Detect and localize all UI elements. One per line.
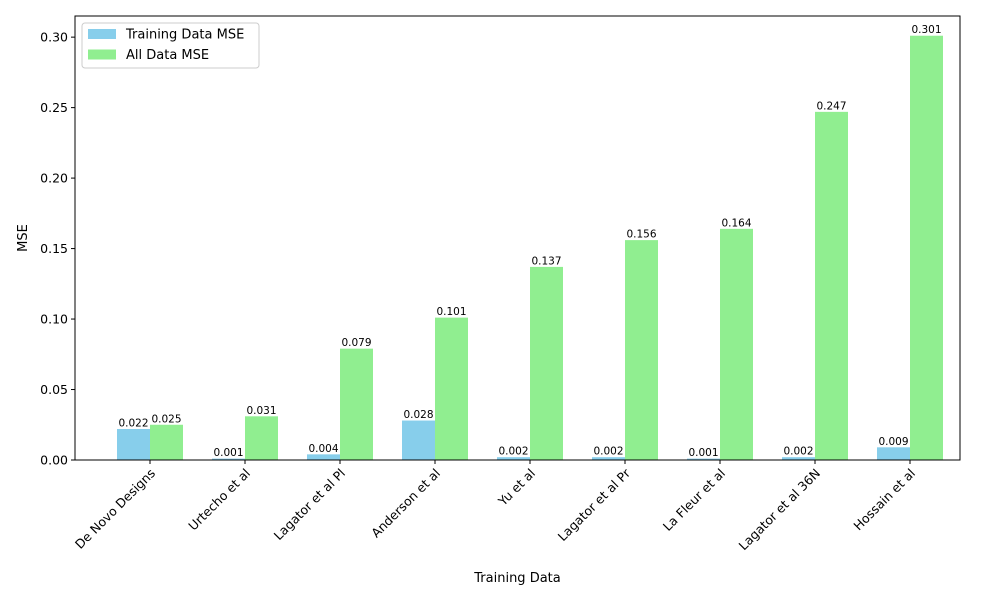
bar-training-7 bbox=[782, 457, 815, 460]
data-label-all-7: 0.247 bbox=[816, 100, 846, 112]
bar-training-0 bbox=[117, 428, 150, 460]
x-axis-title: Training Data bbox=[473, 571, 560, 586]
bar-training-8 bbox=[877, 447, 910, 460]
bar-all-5 bbox=[625, 240, 658, 460]
x-tick-label-3: Anderson et al bbox=[368, 466, 443, 541]
x-tick-label-8: Hossain et al bbox=[850, 466, 918, 534]
data-label-training-0: 0.022 bbox=[118, 417, 148, 429]
bar-training-6 bbox=[687, 458, 720, 460]
data-label-training-3: 0.028 bbox=[403, 409, 433, 421]
x-axis: De Novo Designs Urtecho et al Lagator et a… bbox=[72, 460, 918, 553]
y-tick-label-3: 0.15 bbox=[40, 241, 68, 256]
bar-all-8 bbox=[910, 35, 943, 460]
bar-all-2 bbox=[340, 348, 373, 460]
x-tick-label-0: De Novo Designs bbox=[72, 466, 158, 552]
x-tick-label-5: Lagator et al Pr bbox=[555, 465, 634, 544]
bar-training-2 bbox=[307, 454, 340, 460]
data-labels-layer: 0.022 0.001 0.004 0.028 0.002 0.002 0.001 0.002… bbox=[118, 24, 941, 459]
plot-frame bbox=[74, 15, 961, 461]
bar-training-5 bbox=[592, 457, 625, 460]
y-axis-title: MSE bbox=[16, 224, 31, 252]
bar-all-4 bbox=[530, 266, 563, 460]
data-label-training-1: 0.001 bbox=[213, 447, 243, 459]
x-tick-label-6: La Fleur et al bbox=[660, 466, 728, 534]
bars-layer bbox=[117, 35, 943, 460]
data-label-all-3: 0.101 bbox=[436, 306, 466, 318]
data-label-all-4: 0.137 bbox=[531, 255, 561, 267]
y-tick-label-1: 0.05 bbox=[40, 382, 68, 397]
data-label-training-2: 0.004 bbox=[308, 443, 338, 455]
legend-swatch-1 bbox=[88, 49, 116, 60]
data-label-training-7: 0.002 bbox=[783, 446, 813, 458]
legend: Training Data MSE All Data MSE bbox=[81, 22, 260, 69]
data-label-all-6: 0.164 bbox=[721, 217, 751, 229]
bar-all-1 bbox=[245, 416, 278, 460]
y-tick-label-4: 0.20 bbox=[40, 171, 68, 186]
data-label-all-1: 0.031 bbox=[246, 405, 276, 417]
bar-training-3 bbox=[402, 420, 435, 460]
data-label-training-8: 0.009 bbox=[878, 436, 908, 448]
data-label-training-5: 0.002 bbox=[593, 446, 623, 458]
bar-all-7 bbox=[815, 111, 848, 460]
bar-training-4 bbox=[497, 457, 530, 460]
y-tick-label-2: 0.10 bbox=[40, 312, 68, 327]
legend-box bbox=[81, 22, 260, 69]
bar-training-1 bbox=[212, 458, 245, 460]
data-label-all-0: 0.025 bbox=[151, 413, 181, 425]
legend-swatch-0 bbox=[88, 29, 116, 39]
data-label-all-5: 0.156 bbox=[626, 229, 656, 241]
data-label-training-4: 0.002 bbox=[498, 446, 528, 458]
y-tick-label-5: 0.25 bbox=[40, 100, 68, 115]
y-tick-label-6: 0.30 bbox=[40, 30, 68, 45]
x-tick-label-1: Urtecho et al bbox=[185, 466, 253, 534]
data-label-training-6: 0.001 bbox=[688, 447, 718, 459]
bar-all-6 bbox=[720, 228, 753, 460]
data-label-all-2: 0.079 bbox=[341, 337, 371, 349]
y-tick-label-0: 0.00 bbox=[40, 453, 68, 468]
y-axis: 0.00 0.05 0.10 0.15 0.20 0.25 0.30 bbox=[40, 30, 75, 468]
x-tick-label-2: Lagator et al Pl bbox=[271, 466, 348, 543]
bar-all-0 bbox=[150, 424, 183, 460]
data-label-all-8: 0.301 bbox=[911, 24, 941, 36]
legend-label-1: All Data MSE bbox=[126, 48, 209, 63]
x-tick-label-4: Yu et al bbox=[494, 466, 538, 510]
x-tick-label-7: Lagator et al 36N bbox=[736, 466, 824, 554]
bar-all-3 bbox=[435, 317, 468, 460]
legend-label-0: Training Data MSE bbox=[125, 28, 244, 43]
